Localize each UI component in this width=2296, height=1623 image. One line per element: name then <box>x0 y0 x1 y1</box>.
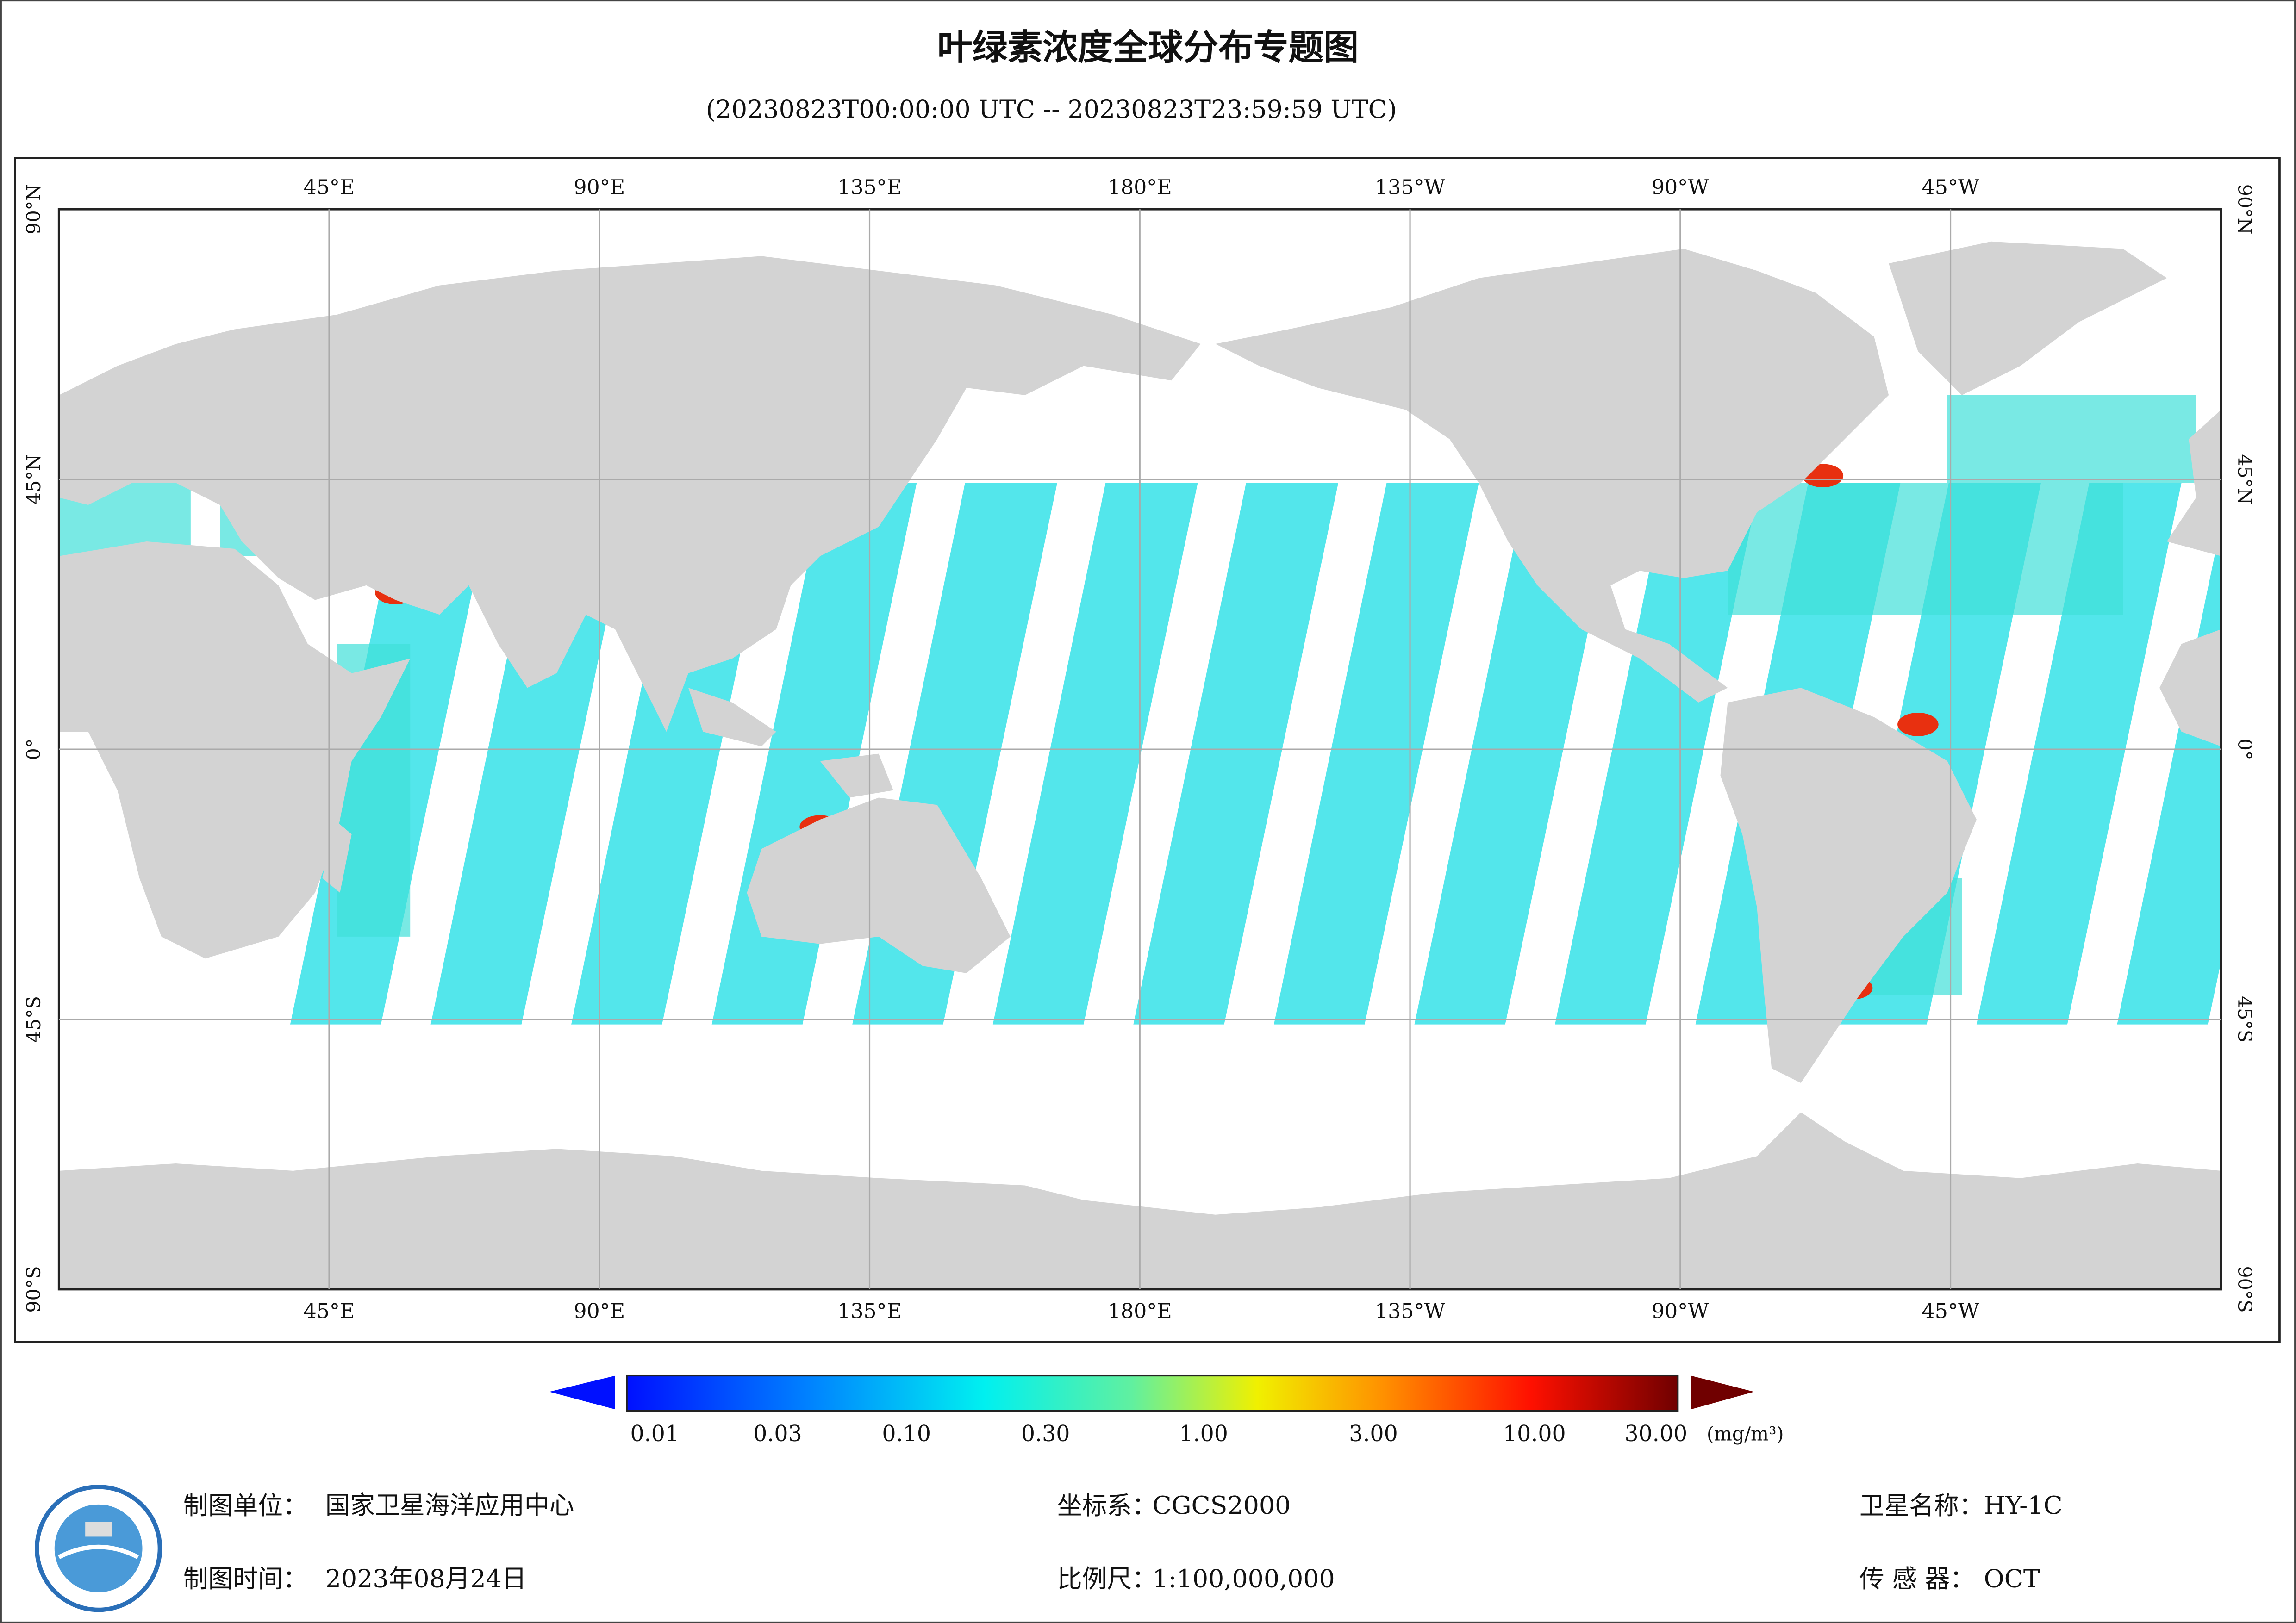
longitude-label: 90°E <box>574 175 625 199</box>
labels: 45°E 45°E 90°E 90°E 135°E 135°E 180°E 180°E 135°… <box>23 175 2256 1323</box>
land <box>1889 241 2167 395</box>
footer-value: 1:100,000,000 <box>1152 1564 1335 1593</box>
land <box>59 256 1201 732</box>
footer-value: 国家卫星海洋应用中心 <box>325 1491 574 1520</box>
colorbar-label: 0.10 <box>882 1421 931 1447</box>
longitude-label: 135°W <box>1375 175 1446 199</box>
latitude-label: 90°N <box>23 184 45 235</box>
latitude-label: 45°S <box>23 996 45 1043</box>
chlorophyll-area <box>1947 395 2196 483</box>
latitude-label: 45°N <box>23 454 45 504</box>
footer-label: 坐标系： <box>1057 1491 1157 1520</box>
footer-value: OCT <box>1984 1564 2040 1593</box>
longitude-label: 135°E <box>837 175 902 199</box>
chlorophyll-swath <box>1555 483 1760 1025</box>
latitude-label: 90°S <box>2234 1266 2256 1312</box>
colorbar-label: 1.00 <box>1179 1421 1228 1447</box>
colorbar <box>626 1374 1679 1412</box>
land <box>1215 249 1889 703</box>
longitude-label: 90°E <box>574 1300 625 1323</box>
latitude-label: 45°S <box>2234 996 2256 1043</box>
map-frame <box>14 157 2281 1343</box>
footer-value: HY-1C <box>1984 1491 2063 1520</box>
colorbar-label: 30.00 <box>1624 1421 1687 1447</box>
chlorophyll-swath <box>430 483 636 1025</box>
longitude-label: 90°W <box>1652 1300 1709 1323</box>
colorbar-label: 0.01 <box>630 1421 680 1447</box>
longitude-label: 135°W <box>1375 1300 1446 1323</box>
colorbar-label: 3.00 <box>1349 1421 1398 1447</box>
latitude-label: 0° <box>2234 739 2256 760</box>
footer-label: 制图单位： <box>183 1491 308 1520</box>
longitude-label: 135°E <box>837 1300 902 1323</box>
footer-label: 比例尺： <box>1057 1564 1157 1593</box>
chlorophyll-swath <box>1414 483 1620 1025</box>
land <box>2166 410 2221 556</box>
land <box>2159 629 2221 746</box>
colorbar-label: 10.00 <box>1503 1421 1566 1447</box>
longitude-label: 45°E <box>304 1300 355 1323</box>
chlorophyll-area <box>1728 483 2123 615</box>
colorbar-max-arrow <box>1691 1375 1754 1410</box>
longitude-label: 90°W <box>1652 175 1709 199</box>
footer-value: 2023年08月24日 <box>325 1564 527 1593</box>
latitude-label: 90°N <box>2234 184 2256 235</box>
logo <box>35 1485 162 1612</box>
footer-value: CGCS2000 <box>1152 1491 1291 1520</box>
longitude-label: 45°W <box>1922 1300 1979 1323</box>
footer-label: 传 感 器： <box>1859 1564 1975 1593</box>
longitude-label: 180°E <box>1108 1300 1172 1323</box>
colorbar-label: 0.30 <box>1021 1421 1070 1447</box>
subtitle: (20230823T00:00:00 UTC -- 20230823T23:59… <box>706 94 1397 124</box>
latitude-label: 90°S <box>23 1266 45 1312</box>
land <box>688 688 776 746</box>
latitude-label: 0° <box>23 739 45 760</box>
land <box>1720 688 1977 1083</box>
longitude-label: 45°E <box>304 175 355 199</box>
land <box>747 797 1011 973</box>
high-chlorophyll <box>1897 713 1939 736</box>
chlorophyll-swath <box>1273 483 1479 1025</box>
longitude-label: 45°W <box>1922 175 1979 199</box>
chlorophyll-swath <box>1133 483 1339 1025</box>
longitude-label: 180°E <box>1108 175 1172 199</box>
footer-label: 制图时间： <box>183 1564 308 1593</box>
colorbar-min-arrow <box>549 1375 615 1410</box>
colorbar-label: 0.03 <box>753 1421 802 1447</box>
colorbar-unit: (mg/m³) <box>1707 1423 1784 1445</box>
latitude-label: 45°N <box>2234 454 2256 504</box>
title: 叶绿素浓度全球分布专题图 <box>937 27 1359 68</box>
land <box>820 753 893 798</box>
chlorophyll-swath <box>1976 483 2182 1025</box>
chlorophyll-swath <box>992 483 1198 1025</box>
footer-label: 卫星名称： <box>1859 1491 1984 1520</box>
